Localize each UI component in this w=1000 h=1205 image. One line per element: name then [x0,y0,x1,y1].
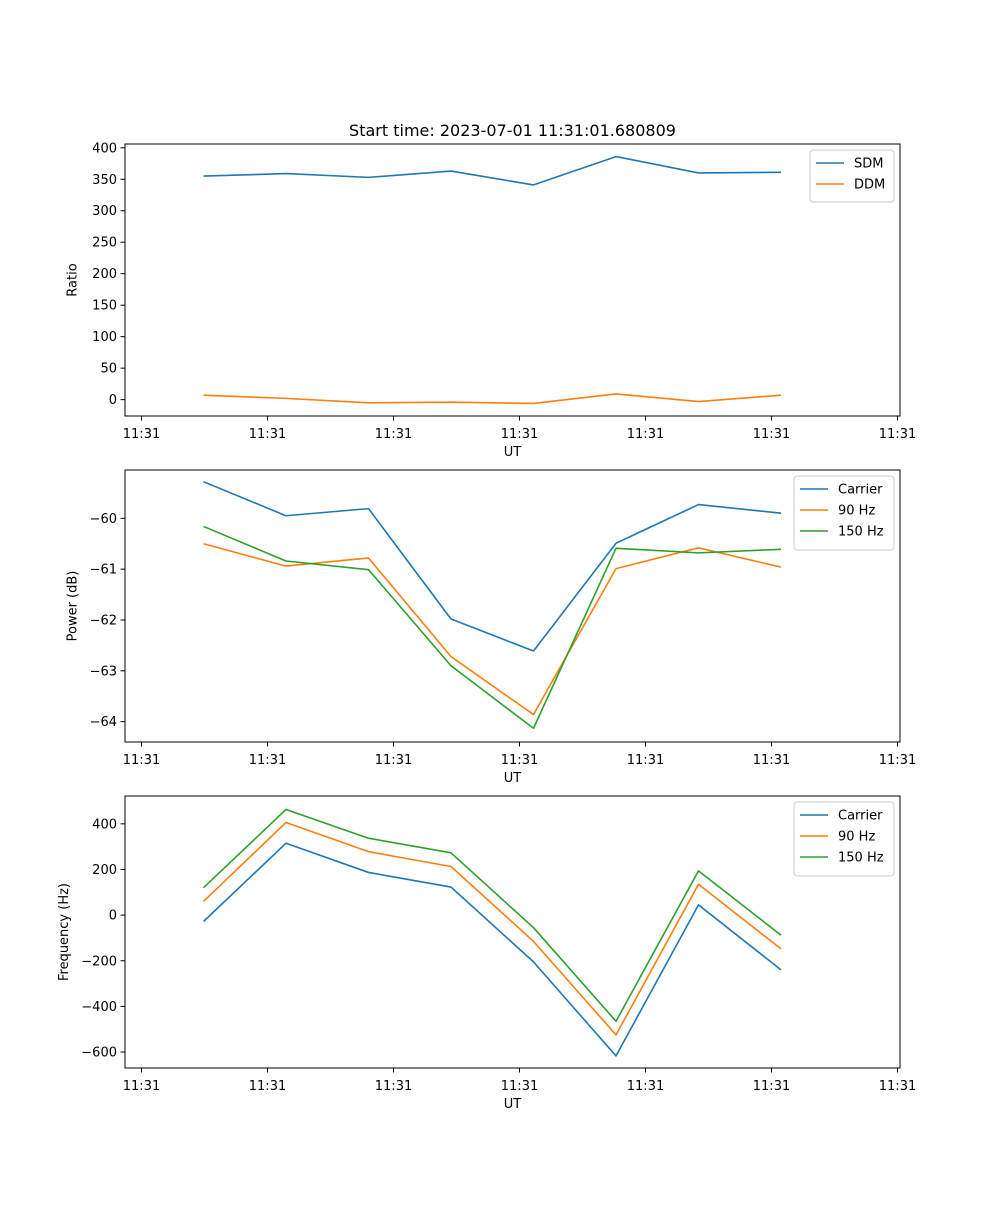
legend: Carrier 90 Hz 150 Hz [793,475,895,551]
legend-label: Carrier [838,809,883,824]
x-tick-label: 11:31 [501,427,538,442]
x-tick-label: 11:31 [753,753,790,768]
y-tick-label: −61 [90,563,117,578]
y-tick-label: 400 [92,141,117,156]
x-tick-label: 11:31 [123,1079,160,1094]
y-axis-label: Ratio [65,263,80,296]
axes-frame [124,143,901,417]
legend-label: Carrier [838,483,883,498]
y-tick-label: 200 [92,863,117,878]
legend-label: SDM [854,157,883,172]
legend-label: 90 Hz [838,504,875,519]
figure-title: Start time: 2023-07-01 11:31:01.680809 [349,121,676,140]
series-line-carrier [203,480,782,652]
series-line-ddm [203,393,782,405]
y-tick-label: 200 [92,267,117,282]
x-tick-label: 11:31 [249,753,286,768]
x-tick-label: 11:31 [249,427,286,442]
series-line-carrier [202,842,782,1057]
y-tick-label: 50 [100,362,117,377]
series-line-150-hz [202,808,782,1023]
x-tick-label: 11:31 [627,427,664,442]
y-axis-label: Frequency (Hz) [57,883,72,981]
legend-label: 150 Hz [838,851,884,866]
y-tick-label: −600 [81,1046,117,1061]
axes-frame [124,469,901,743]
x-tick-label: 11:31 [501,753,538,768]
y-tick-label: −60 [90,512,117,527]
series-line-90-hz [202,821,782,1036]
x-axis-label: UT [504,771,522,786]
x-tick-label: 11:31 [753,1079,790,1094]
x-tick-label: 11:31 [753,427,790,442]
x-tick-label: 11:31 [501,1079,538,1094]
series-line-90-hz [203,542,782,716]
legend-label: 150 Hz [838,525,884,540]
y-tick-label: 100 [92,330,117,345]
x-tick-label: 11:31 [627,753,664,768]
legend-label: 90 Hz [838,830,875,845]
series-line-sdm [203,155,782,186]
x-tick-label: 11:31 [123,427,160,442]
x-tick-label: 11:31 [375,1079,412,1094]
x-axis-label: UT [504,1097,522,1112]
y-tick-label: 300 [92,204,117,219]
x-tick-label: 11:31 [879,753,916,768]
y-tick-label: −62 [90,613,117,628]
x-tick-label: 11:31 [375,427,412,442]
x-axis-label: UT [504,445,522,460]
y-tick-label: 400 [92,817,117,832]
x-tick-label: 11:31 [249,1079,286,1094]
y-axis-label: Power (dB) [65,571,80,642]
chart-panel-3: −600 −400 −200 0 200 400 11:31 11:31 11:31 11:31 1… [57,795,916,1112]
legend: Carrier 90 Hz 150 Hz [793,801,895,877]
x-tick-label: 11:31 [123,753,160,768]
legend-label: DDM [854,178,885,193]
chart-panel-2: −64 −63 −62 −61 −60 11:31 11:31 11:31 11:31 11:31… [65,469,916,786]
y-tick-label: −200 [81,954,117,969]
y-tick-label: 350 [92,173,117,188]
x-tick-label: 11:31 [879,1079,916,1094]
y-tick-label: −400 [81,1000,117,1015]
x-tick-label: 11:31 [375,753,412,768]
legend: SDM DDM [809,149,895,203]
axes-frame [124,795,901,1069]
y-tick-label: −63 [90,664,117,679]
x-tick-label: 11:31 [627,1079,664,1094]
y-tick-label: −64 [90,715,117,730]
x-tick-label: 11:31 [879,427,916,442]
y-tick-label: 250 [92,236,117,251]
y-tick-label: 150 [92,299,117,314]
series-line-150-hz [203,525,782,730]
y-tick-label: 0 [109,909,117,924]
y-tick-label: 0 [109,393,117,408]
chart-panel-1: 0 50 100 150 200 250 300 350 400 11:31 11:31 11:31 1… [65,141,916,460]
